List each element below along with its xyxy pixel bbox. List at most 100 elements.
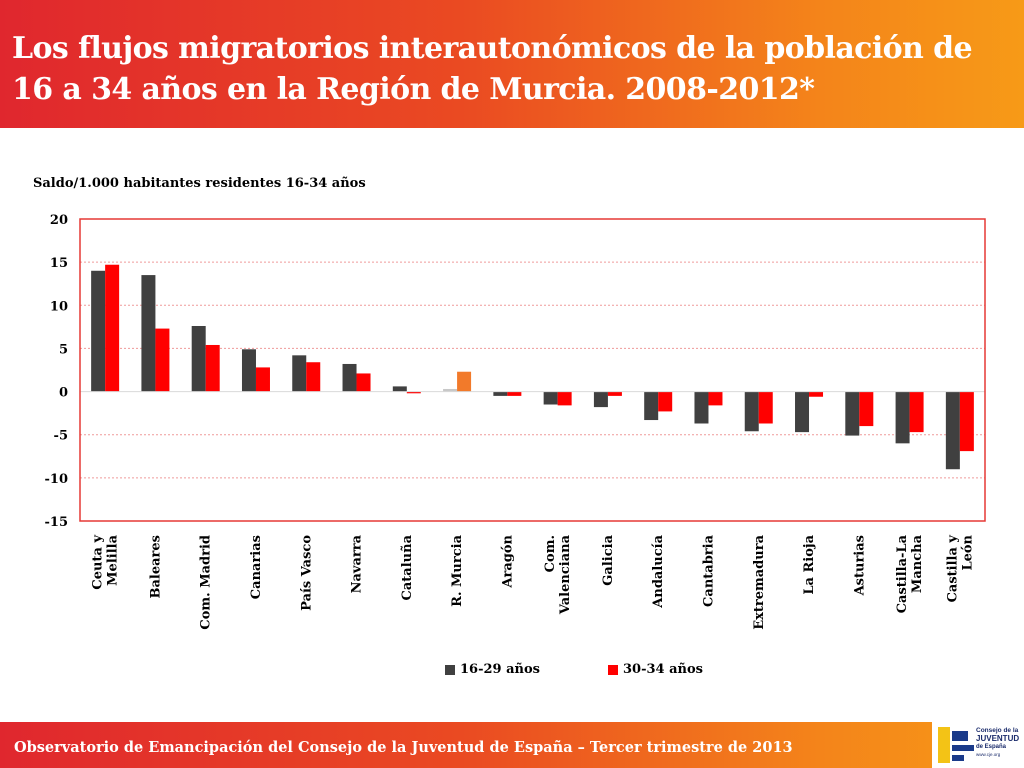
bar-16-29-a-os-4 [241,349,256,392]
x-tick-label-line: Andalucía [651,534,666,608]
bar-16-29-a-os-16 [845,391,860,436]
bar-16-29-a-os-9 [493,391,508,396]
x-tick-label-line: País Vasco [299,535,314,611]
bar-16-29-a-os-15 [795,391,810,433]
bar-30-34-a-os-2 [155,328,170,392]
x-tick-label-line: Extremadura [752,534,767,629]
x-tick-label-line: Cataluña [400,534,415,600]
x-tick-label-line: León [960,534,975,570]
plot-frame [79,218,986,522]
x-tick-label-line: Castilla-La [895,534,910,613]
x-tick-label-line: Mancha [910,534,925,593]
bar-16-29-a-os-5 [292,355,307,392]
bar-30-34-a-os-3 [205,344,220,392]
x-tick-label: Aragón [500,534,515,588]
legend-item-16-29: 16-29 años [445,662,540,677]
legend-label-30-34: 30-34 años [623,662,703,677]
y-tick-label: 10 [50,299,68,314]
y-tick-label: -10 [45,472,69,487]
x-tick-label: Cantabria [701,534,716,607]
header-banner: Los flujos migratorios interautonómicos … [0,0,1024,128]
x-tick-label: Asturias [852,535,867,596]
bar-30-34-a-os-18 [959,391,974,452]
y-tick-label: -15 [45,515,69,530]
x-tick-label: Navarra [350,534,365,593]
x-tick-label-line: Baleares [148,535,163,598]
x-tick-label-line: Galicia [601,534,616,585]
x-tick-label: Andalucía [651,534,666,608]
bar-30-34-a-os-14 [758,391,773,424]
x-tick-label-line: Melilla [106,534,121,585]
x-tick-label: Com.Valenciana [543,534,573,615]
bar-16-29-a-os-1 [91,270,106,392]
legend-label-16-29: 16-29 años [460,662,540,677]
bar-16-29-a-os-14 [744,391,759,432]
x-tick-label: Baleares [148,535,163,598]
x-tick-label: Castilla yLeón [945,534,975,602]
bar-30-34-a-os-9 [507,391,522,396]
legend-swatch-16-29 [445,664,455,675]
x-tick-label: Ceuta yMelilla [91,534,121,589]
bar-30-34-a-os-17 [909,391,924,433]
bar-16-29-a-os-13 [694,391,709,424]
x-tick-label-line: Asturias [852,535,867,596]
y-tick-label: 5 [59,342,68,357]
x-tick-label: Castilla-LaMancha [895,534,925,613]
x-tick-label: La Rioja [802,534,817,594]
logo-line-1: Consejo de la [976,727,1019,734]
bar-30-34-a-os-6 [356,373,371,392]
bar-16-29-a-os-10 [543,391,558,405]
page-title: Los flujos migratorios interautonómicos … [12,31,973,107]
bar-30-34-a-os-13 [708,391,723,406]
x-tick-label: Extremadura [752,534,767,629]
x-tick-label-line: Castilla y [945,535,960,603]
bar-16-29-a-os-8 [443,388,458,392]
x-tick-label-line: La Rioja [802,534,817,594]
bar-30-34-a-os-11 [607,391,622,396]
x-tick-label-line: Com. [543,535,558,572]
x-tick-label: Cataluña [400,534,415,600]
x-tick-label: Galicia [601,534,616,585]
bar-30-34-a-os-12 [658,391,673,412]
cje-emblem-icon [936,725,976,765]
bar-16-29-a-os-2 [141,275,156,392]
x-tick-label: R. Murcia [450,534,465,606]
bar-16-29-a-os-11 [593,391,608,408]
logo-line-3: de España [976,744,1007,750]
legend-swatch-30-34 [608,664,618,675]
bar-30-34-a-os-16 [859,391,874,427]
x-tick-label-line: Navarra [350,534,365,593]
x-tick-label-line: Valenciana [558,534,573,615]
x-tick-label: Canarias [249,535,264,599]
footer-banner: Observatorio de Emancipación del Consejo… [0,722,1024,768]
bar-16-29-a-os-12 [644,391,659,421]
bar-16-29-a-os-7 [392,386,407,392]
bar-16-29-a-os-18 [945,391,960,470]
cje-logo: Consejo de la JUVENTUD de España www.cje… [932,722,1024,768]
bar-30-34-a-os-1 [105,264,120,392]
x-tick-label-line: Aragón [500,534,515,588]
bar-30-34-a-os-15 [809,391,824,397]
legend-item-30-34: 30-34 años [608,662,703,677]
logo-line-4: www.cje.org [976,752,1001,757]
bar-30-34-a-os-10 [557,391,572,406]
y-tick-label: 15 [50,256,68,271]
footer-text: Observatorio de Emancipación del Consejo… [14,739,793,756]
bar-16-29-a-os-6 [342,363,357,392]
bar-30-34-a-os-8 [457,371,472,392]
x-tick-label-line: Com. Madrid [199,535,214,630]
x-tick-label-line: Ceuta y [91,535,106,590]
y-axis-label: Saldo/1.000 habitantes residentes 16-34 … [33,176,366,191]
y-tick-label: 20 [50,213,68,228]
bar-30-34-a-os-5 [306,362,321,392]
x-tick-label-line: Canarias [249,535,264,599]
bar-16-29-a-os-3 [191,325,206,392]
y-tick-label: 0 [59,386,68,401]
bar-chart: 20 15 10 5 0 -5 -10 -15 Ceuta yMelilla Baleares Co… [45,213,986,630]
logo-line-2: JUVENTUD [976,734,1020,743]
chart-legend: 16-29 años 30-34 años [0,662,1024,682]
bar-30-34-a-os-4 [255,367,270,392]
y-tick-label: -5 [54,429,68,444]
bar-16-29-a-os-17 [895,391,910,444]
x-tick-label: Com. Madrid [199,535,214,630]
